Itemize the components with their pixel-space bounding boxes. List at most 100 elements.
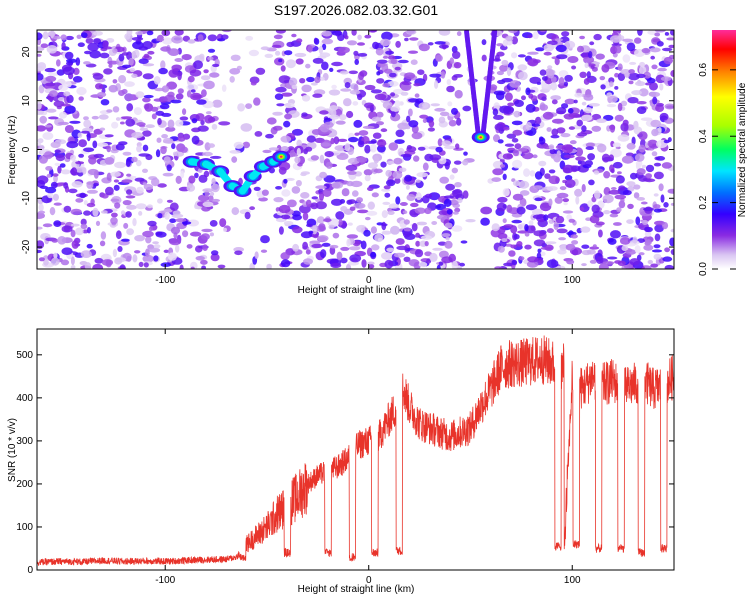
heatmap-cell bbox=[370, 89, 382, 94]
heatmap-cell bbox=[70, 229, 76, 238]
heatmap-cell bbox=[534, 197, 543, 202]
heatmap-cell bbox=[335, 211, 345, 220]
heatmap-cell bbox=[656, 102, 664, 107]
heatmap-cell bbox=[636, 168, 646, 176]
heatmap-cell bbox=[524, 232, 530, 237]
heatmap-cell bbox=[430, 103, 440, 107]
heatmap-cell bbox=[95, 83, 104, 90]
heatmap-cell bbox=[312, 233, 319, 239]
heatmap-cell bbox=[57, 236, 67, 245]
heatmap-cell bbox=[581, 184, 586, 193]
heatmap-cell bbox=[514, 143, 522, 150]
heatmap-cell bbox=[126, 204, 137, 210]
heatmap-cell bbox=[377, 237, 383, 242]
heatmap-cell bbox=[143, 94, 154, 99]
heatmap-cell bbox=[390, 106, 401, 112]
heatmap-cell bbox=[145, 248, 150, 258]
heatmap-cell bbox=[380, 161, 387, 168]
heatmap-cell bbox=[650, 55, 655, 60]
heatmap-cell bbox=[510, 52, 518, 59]
heatmap-cell bbox=[37, 142, 42, 147]
heatmap-cell bbox=[407, 50, 419, 54]
heatmap-cell bbox=[193, 60, 204, 70]
heatmap-cell bbox=[296, 38, 303, 43]
heatmap-cell bbox=[313, 37, 318, 44]
heatmap-cell bbox=[131, 156, 138, 163]
heatmap-cell bbox=[537, 248, 542, 253]
heatmap-cell bbox=[449, 174, 455, 180]
heatmap-cell bbox=[329, 105, 338, 111]
heatmap-cell bbox=[452, 188, 463, 198]
heatmap-cell bbox=[464, 30, 470, 35]
heatmap-cell bbox=[49, 207, 56, 216]
heatmap-cell bbox=[142, 230, 154, 238]
heatmap-cell bbox=[441, 233, 451, 238]
heatmap-cell bbox=[356, 197, 363, 203]
heatmap-cell bbox=[300, 171, 310, 175]
heatmap-cell bbox=[627, 97, 639, 104]
heatmap-cell bbox=[593, 33, 602, 41]
heatmap-cell bbox=[438, 261, 444, 266]
heatmap-cell bbox=[138, 153, 151, 157]
heatmap-cell bbox=[513, 234, 520, 240]
heatmap-cell bbox=[329, 114, 340, 120]
heatmap-cell bbox=[639, 61, 646, 68]
heatmap-cell bbox=[324, 151, 334, 158]
heatmap-cell bbox=[610, 230, 621, 239]
heatmap-cell bbox=[104, 157, 115, 165]
heatmap-cell bbox=[110, 198, 120, 202]
heatmap-cell bbox=[608, 154, 614, 162]
heatmap-cell bbox=[80, 218, 87, 226]
heatmap-cell bbox=[179, 264, 184, 269]
heatmap-cell bbox=[402, 210, 408, 215]
heatmap-cell bbox=[576, 119, 583, 127]
snr-y-tick-label: 200 bbox=[16, 479, 33, 490]
heatmap-cell bbox=[106, 38, 115, 43]
heatmap-cell bbox=[543, 51, 552, 56]
heatmap-cell bbox=[161, 37, 173, 45]
heatmap-cell bbox=[60, 34, 67, 41]
heatmap-cell bbox=[134, 177, 145, 182]
heatmap-cell bbox=[394, 100, 401, 108]
heatmap-cell bbox=[126, 189, 133, 195]
heatmap-cell bbox=[507, 102, 515, 107]
heatmap-cell bbox=[200, 259, 208, 265]
heatmap-cell bbox=[616, 207, 622, 213]
heatmap-cell bbox=[390, 225, 400, 235]
heatmap-cell bbox=[395, 238, 405, 245]
heatmap-cell bbox=[454, 89, 463, 99]
heatmap-cell bbox=[351, 30, 357, 36]
heatmap-cell bbox=[653, 171, 664, 180]
heatmap-cell bbox=[93, 153, 105, 159]
heatmap-cell bbox=[97, 142, 109, 147]
heatmap-cell bbox=[653, 204, 661, 209]
heatmap-cell bbox=[625, 249, 637, 255]
heatmap-cell bbox=[319, 171, 327, 179]
heatmap-cell bbox=[75, 57, 81, 66]
heatmap-cell bbox=[121, 64, 132, 69]
heatmap-cell bbox=[131, 50, 137, 60]
heatmap-cell bbox=[92, 182, 99, 187]
heatmap-cell bbox=[646, 77, 656, 84]
heatmap-cell bbox=[407, 98, 420, 103]
heatmap-cell bbox=[217, 38, 226, 42]
heatmap-cell bbox=[614, 72, 619, 78]
heatmap-cell bbox=[434, 41, 446, 45]
heatmap-cell bbox=[539, 104, 549, 111]
heatmap-cell bbox=[86, 132, 91, 142]
heatmap-cell bbox=[346, 40, 358, 46]
heatmap-cell bbox=[384, 192, 391, 198]
heatmap-cell bbox=[126, 51, 133, 60]
heatmap-cell bbox=[521, 95, 526, 101]
heatmap-cell bbox=[563, 154, 575, 159]
heatmap-cell bbox=[504, 92, 513, 102]
heatmap-cell bbox=[126, 228, 134, 236]
heatmap-cell bbox=[261, 189, 269, 196]
heatmap-cell bbox=[598, 229, 603, 238]
heatmap-cell bbox=[322, 43, 327, 50]
heatmap-cell bbox=[83, 116, 89, 121]
heatmap-cell bbox=[532, 208, 543, 216]
heatmap-cell bbox=[181, 54, 192, 61]
heatmap-cell bbox=[42, 31, 49, 40]
heatmap-cell bbox=[446, 209, 453, 215]
